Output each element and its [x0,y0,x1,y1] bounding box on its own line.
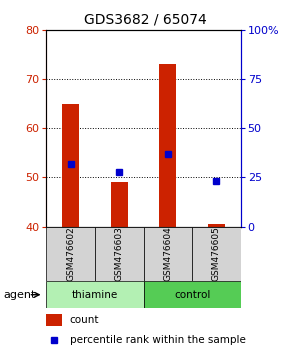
Bar [159,64,176,227]
Text: thiamine: thiamine [72,290,118,300]
Text: percentile rank within the sample: percentile rank within the sample [70,335,246,345]
Text: GSM476604: GSM476604 [163,227,172,281]
Text: agent: agent [3,290,35,300]
Bar [111,182,128,227]
Bar [144,281,241,308]
Bar [46,227,95,281]
Text: control: control [174,290,210,300]
Bar [62,104,79,227]
Bar [95,227,144,281]
Text: count: count [70,315,99,325]
Text: GSM476603: GSM476603 [115,227,124,281]
Bar [192,227,241,281]
Bar [46,314,62,326]
Bar [46,281,144,308]
Bar [144,227,192,281]
Text: GDS3682 / 65074: GDS3682 / 65074 [84,12,206,27]
Text: GSM476602: GSM476602 [66,227,75,281]
Bar [208,224,225,227]
Text: GSM476605: GSM476605 [212,227,221,281]
